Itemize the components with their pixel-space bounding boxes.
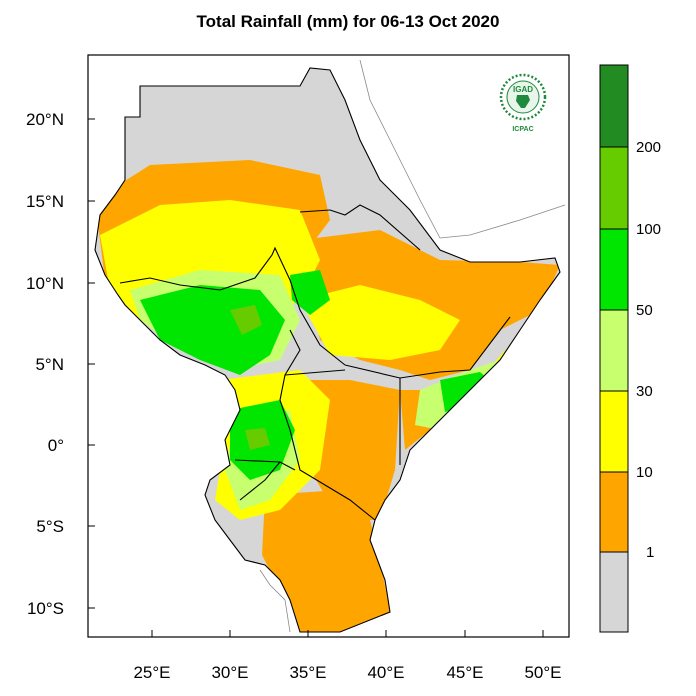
colorbar-level-label: 1 bbox=[646, 544, 654, 561]
rain-band-100-200 bbox=[230, 305, 262, 335]
lat-tick-label: 10°S bbox=[27, 599, 64, 618]
lon-tick-label: 35°E bbox=[289, 663, 326, 682]
colorbar bbox=[599, 64, 629, 633]
colorbar-level-label: 100 bbox=[636, 221, 661, 238]
colorbar-bin-1-10 bbox=[600, 472, 628, 552]
rain-band-1-10 bbox=[262, 490, 390, 632]
rain-band-10-30 bbox=[300, 285, 460, 360]
colorbar-level-label: 30 bbox=[636, 383, 653, 400]
colorbar-level-label: 200 bbox=[636, 139, 661, 156]
colorbar-bin-50-100 bbox=[600, 229, 628, 310]
country-borders bbox=[94, 67, 561, 633]
colorbar-bin-30-50 bbox=[600, 310, 628, 391]
lon-tick-label: 30°E bbox=[211, 663, 248, 682]
map-title: Total Rainfall (mm) for 06-13 Oct 2020 bbox=[196, 12, 500, 31]
colorbar-bin-200-plus bbox=[600, 65, 628, 147]
lat-tick-label: 5°S bbox=[36, 517, 64, 536]
lon-tick-label: 45°E bbox=[446, 663, 483, 682]
lon-tick-label: 25°E bbox=[133, 663, 170, 682]
africa-icon bbox=[516, 95, 530, 108]
lat-tick-label: 0° bbox=[48, 436, 64, 455]
colorbar-level-label: 50 bbox=[636, 302, 653, 319]
lon-tick-label: 50°E bbox=[524, 663, 561, 682]
rain-band-100-200 bbox=[245, 428, 270, 450]
colorbar-outline bbox=[599, 64, 629, 633]
lat-tick-label: 5°N bbox=[35, 355, 64, 374]
colorbar-bin-below-1 bbox=[600, 552, 628, 632]
rainfall-shading bbox=[95, 160, 560, 632]
igad-icpac-logo: IGAD ICPAC bbox=[499, 73, 547, 133]
logo-top-text: IGAD bbox=[513, 85, 533, 94]
lat-tick-label: 15°N bbox=[26, 192, 64, 211]
coastlines-outside bbox=[259, 59, 566, 633]
lat-tick-label: 20°N bbox=[26, 110, 64, 129]
lat-tick-label: 10°N bbox=[26, 274, 64, 293]
axis-ticks bbox=[88, 118, 544, 637]
lon-tick-label: 40°E bbox=[367, 663, 404, 682]
colorbar-level-label: 10 bbox=[636, 464, 653, 481]
colorbar-bin-10-30 bbox=[600, 391, 628, 472]
logo-bottom-text: ICPAC bbox=[512, 126, 533, 133]
rain-band-50-100 bbox=[290, 270, 330, 315]
colorbar-bin-100-200 bbox=[600, 147, 628, 229]
